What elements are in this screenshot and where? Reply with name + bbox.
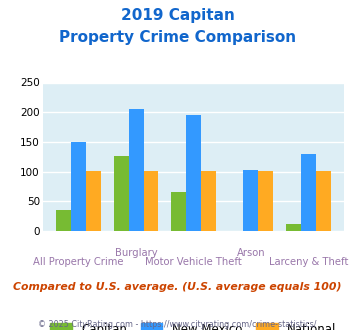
Bar xyxy=(143,171,158,231)
Bar xyxy=(316,171,331,231)
Bar xyxy=(201,171,216,231)
Text: Arson: Arson xyxy=(236,248,265,258)
Legend: Capitan, New Mexico, National: Capitan, New Mexico, National xyxy=(46,318,341,330)
Bar xyxy=(244,170,258,231)
Text: Burglary: Burglary xyxy=(115,248,157,258)
Bar xyxy=(86,171,101,231)
Bar xyxy=(258,171,273,231)
Bar xyxy=(286,224,301,231)
Text: © 2025 CityRating.com - https://www.cityrating.com/crime-statistics/: © 2025 CityRating.com - https://www.city… xyxy=(38,320,317,329)
Bar xyxy=(114,155,129,231)
Bar xyxy=(171,192,186,231)
Text: All Property Crime: All Property Crime xyxy=(33,256,124,267)
Bar xyxy=(301,154,316,231)
Text: Larceny & Theft: Larceny & Theft xyxy=(269,256,348,267)
Bar xyxy=(71,142,86,231)
Bar xyxy=(56,210,71,231)
Text: 2019 Capitan: 2019 Capitan xyxy=(121,8,234,23)
Bar xyxy=(186,115,201,231)
Text: Motor Vehicle Theft: Motor Vehicle Theft xyxy=(145,256,242,267)
Bar xyxy=(129,109,143,231)
Text: Property Crime Comparison: Property Crime Comparison xyxy=(59,30,296,45)
Text: Compared to U.S. average. (U.S. average equals 100): Compared to U.S. average. (U.S. average … xyxy=(13,282,342,292)
